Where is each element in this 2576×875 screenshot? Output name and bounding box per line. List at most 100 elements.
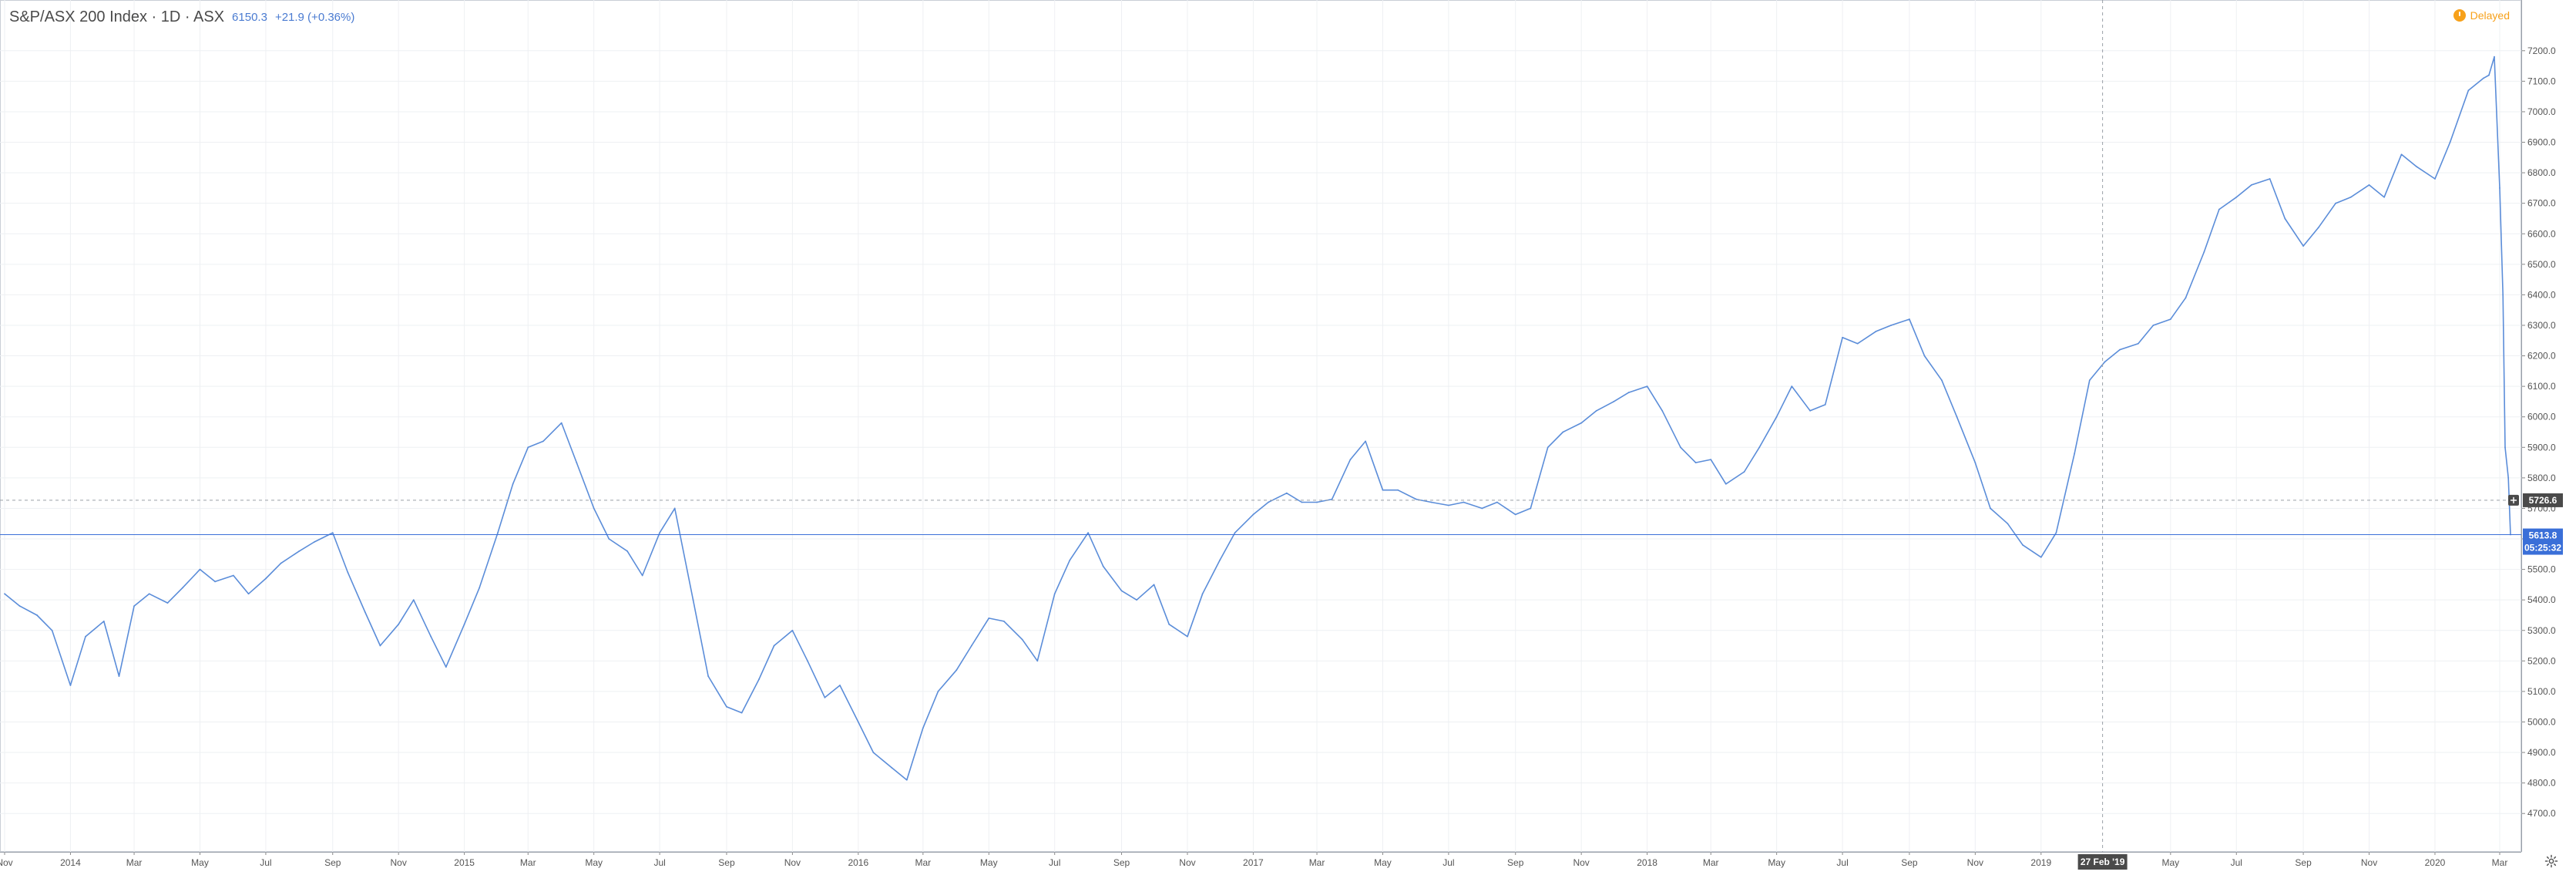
data-point	[741, 712, 743, 714]
x-tick-label: Mar	[915, 857, 932, 868]
data-point	[1791, 385, 1793, 388]
x-tick-label: 2018	[1637, 857, 1657, 868]
y-tick-label: 6800.0	[2527, 167, 2556, 178]
data-point	[608, 538, 610, 540]
data-point	[214, 581, 217, 583]
data-point	[1941, 379, 1943, 382]
data-point	[824, 696, 826, 698]
symbol-title[interactable]: S&P/ASX 200 Index · 1D · ASX	[9, 8, 225, 25]
delayed-status[interactable]: Delayed	[2453, 9, 2510, 22]
data-point	[1694, 462, 1697, 463]
x-tick-label: Jul	[2231, 857, 2242, 868]
price-change: +21.9 (+0.36%)	[274, 10, 355, 24]
data-point	[1481, 507, 1483, 510]
x-tick-label: May	[2162, 857, 2180, 868]
data-point	[398, 623, 400, 625]
x-tick-label: May	[585, 857, 603, 868]
crosshair-price-box	[2523, 493, 2563, 507]
x-tick-label: 2020	[2425, 857, 2446, 868]
y-tick-label: 7000.0	[2527, 106, 2556, 117]
y-tick-label: 6400.0	[2527, 289, 2556, 300]
data-point	[1990, 507, 1991, 510]
x-tick-label: Sep	[1507, 857, 1524, 868]
data-point	[1680, 446, 1681, 449]
series-line-group	[0, 0, 2521, 852]
data-point	[2467, 89, 2470, 92]
data-point	[2074, 453, 2076, 455]
data-point	[1856, 342, 1859, 345]
data-point	[1168, 623, 1170, 625]
x-tick-label: Sep	[324, 857, 341, 868]
current-price-label: 5613.8	[2529, 530, 2558, 541]
data-point	[2499, 187, 2500, 189]
x-tick-label: Nov	[2361, 857, 2377, 868]
data-point	[148, 593, 150, 595]
data-point	[1021, 638, 1023, 641]
data-point	[1053, 593, 1056, 595]
data-point	[1775, 416, 1778, 418]
data-point	[2007, 523, 2009, 525]
data-point	[988, 618, 990, 619]
x-tick-label: Sep	[718, 857, 735, 868]
x-tick-label: Sep	[1901, 857, 1918, 868]
data-point	[758, 678, 760, 680]
data-point	[1069, 559, 1071, 561]
data-point	[937, 691, 939, 692]
x-tick-label: May	[191, 857, 209, 868]
x-tick-label: May	[1768, 857, 1785, 868]
y-tick-label: 5400.0	[2527, 594, 2556, 605]
data-point	[412, 599, 415, 601]
data-point	[970, 644, 972, 647]
y-tick-label: 5200.0	[2527, 655, 2556, 666]
settings-button[interactable]	[2542, 852, 2561, 870]
data-point	[1547, 446, 1549, 449]
data-point	[2022, 544, 2024, 546]
x-tick-label: 2017	[1243, 857, 1264, 868]
data-point	[69, 685, 72, 686]
y-tick-label: 5000.0	[2527, 716, 2556, 727]
data-point	[1430, 501, 1432, 503]
data-point	[1824, 403, 1826, 406]
data-point	[2250, 184, 2252, 186]
data-point	[1595, 409, 1597, 412]
data-point	[839, 685, 841, 686]
data-point	[2104, 361, 2106, 363]
data-point	[2185, 297, 2187, 299]
data-point	[247, 593, 250, 595]
data-point	[1201, 593, 1204, 595]
data-point	[1514, 513, 1516, 516]
data-point	[1463, 501, 1465, 503]
data-point	[51, 629, 53, 631]
data-point	[1875, 330, 1877, 332]
data-point	[2504, 446, 2506, 449]
data-point	[1349, 459, 1352, 461]
x-tick-label: Mar	[1309, 857, 1325, 868]
data-point	[2218, 208, 2220, 210]
data-point	[2040, 556, 2042, 558]
plot-frame	[0, 0, 2521, 852]
data-point	[298, 550, 301, 552]
y-tick-label: 5800.0	[2527, 473, 2556, 483]
data-point	[1252, 513, 1254, 516]
data-point	[4, 593, 5, 595]
data-point	[1301, 501, 1303, 503]
x-tick-label: Sep	[1113, 857, 1130, 868]
data-point	[673, 507, 676, 510]
data-point	[2317, 227, 2319, 229]
data-point	[2203, 251, 2205, 253]
crosshair-price-label: 5726.6	[2529, 495, 2558, 506]
y-tick-label: 6000.0	[2527, 412, 2556, 422]
data-point	[707, 675, 710, 678]
data-point	[726, 705, 727, 708]
data-point	[2494, 56, 2495, 58]
data-point	[807, 660, 808, 662]
data-point	[314, 541, 315, 543]
grid	[0, 0, 2521, 852]
y-tick-label: 5900.0	[2527, 442, 2556, 453]
data-point	[1956, 416, 1958, 418]
x-tick-label: Jul	[1049, 857, 1060, 868]
data-point	[1036, 660, 1039, 662]
data-point	[479, 587, 481, 589]
